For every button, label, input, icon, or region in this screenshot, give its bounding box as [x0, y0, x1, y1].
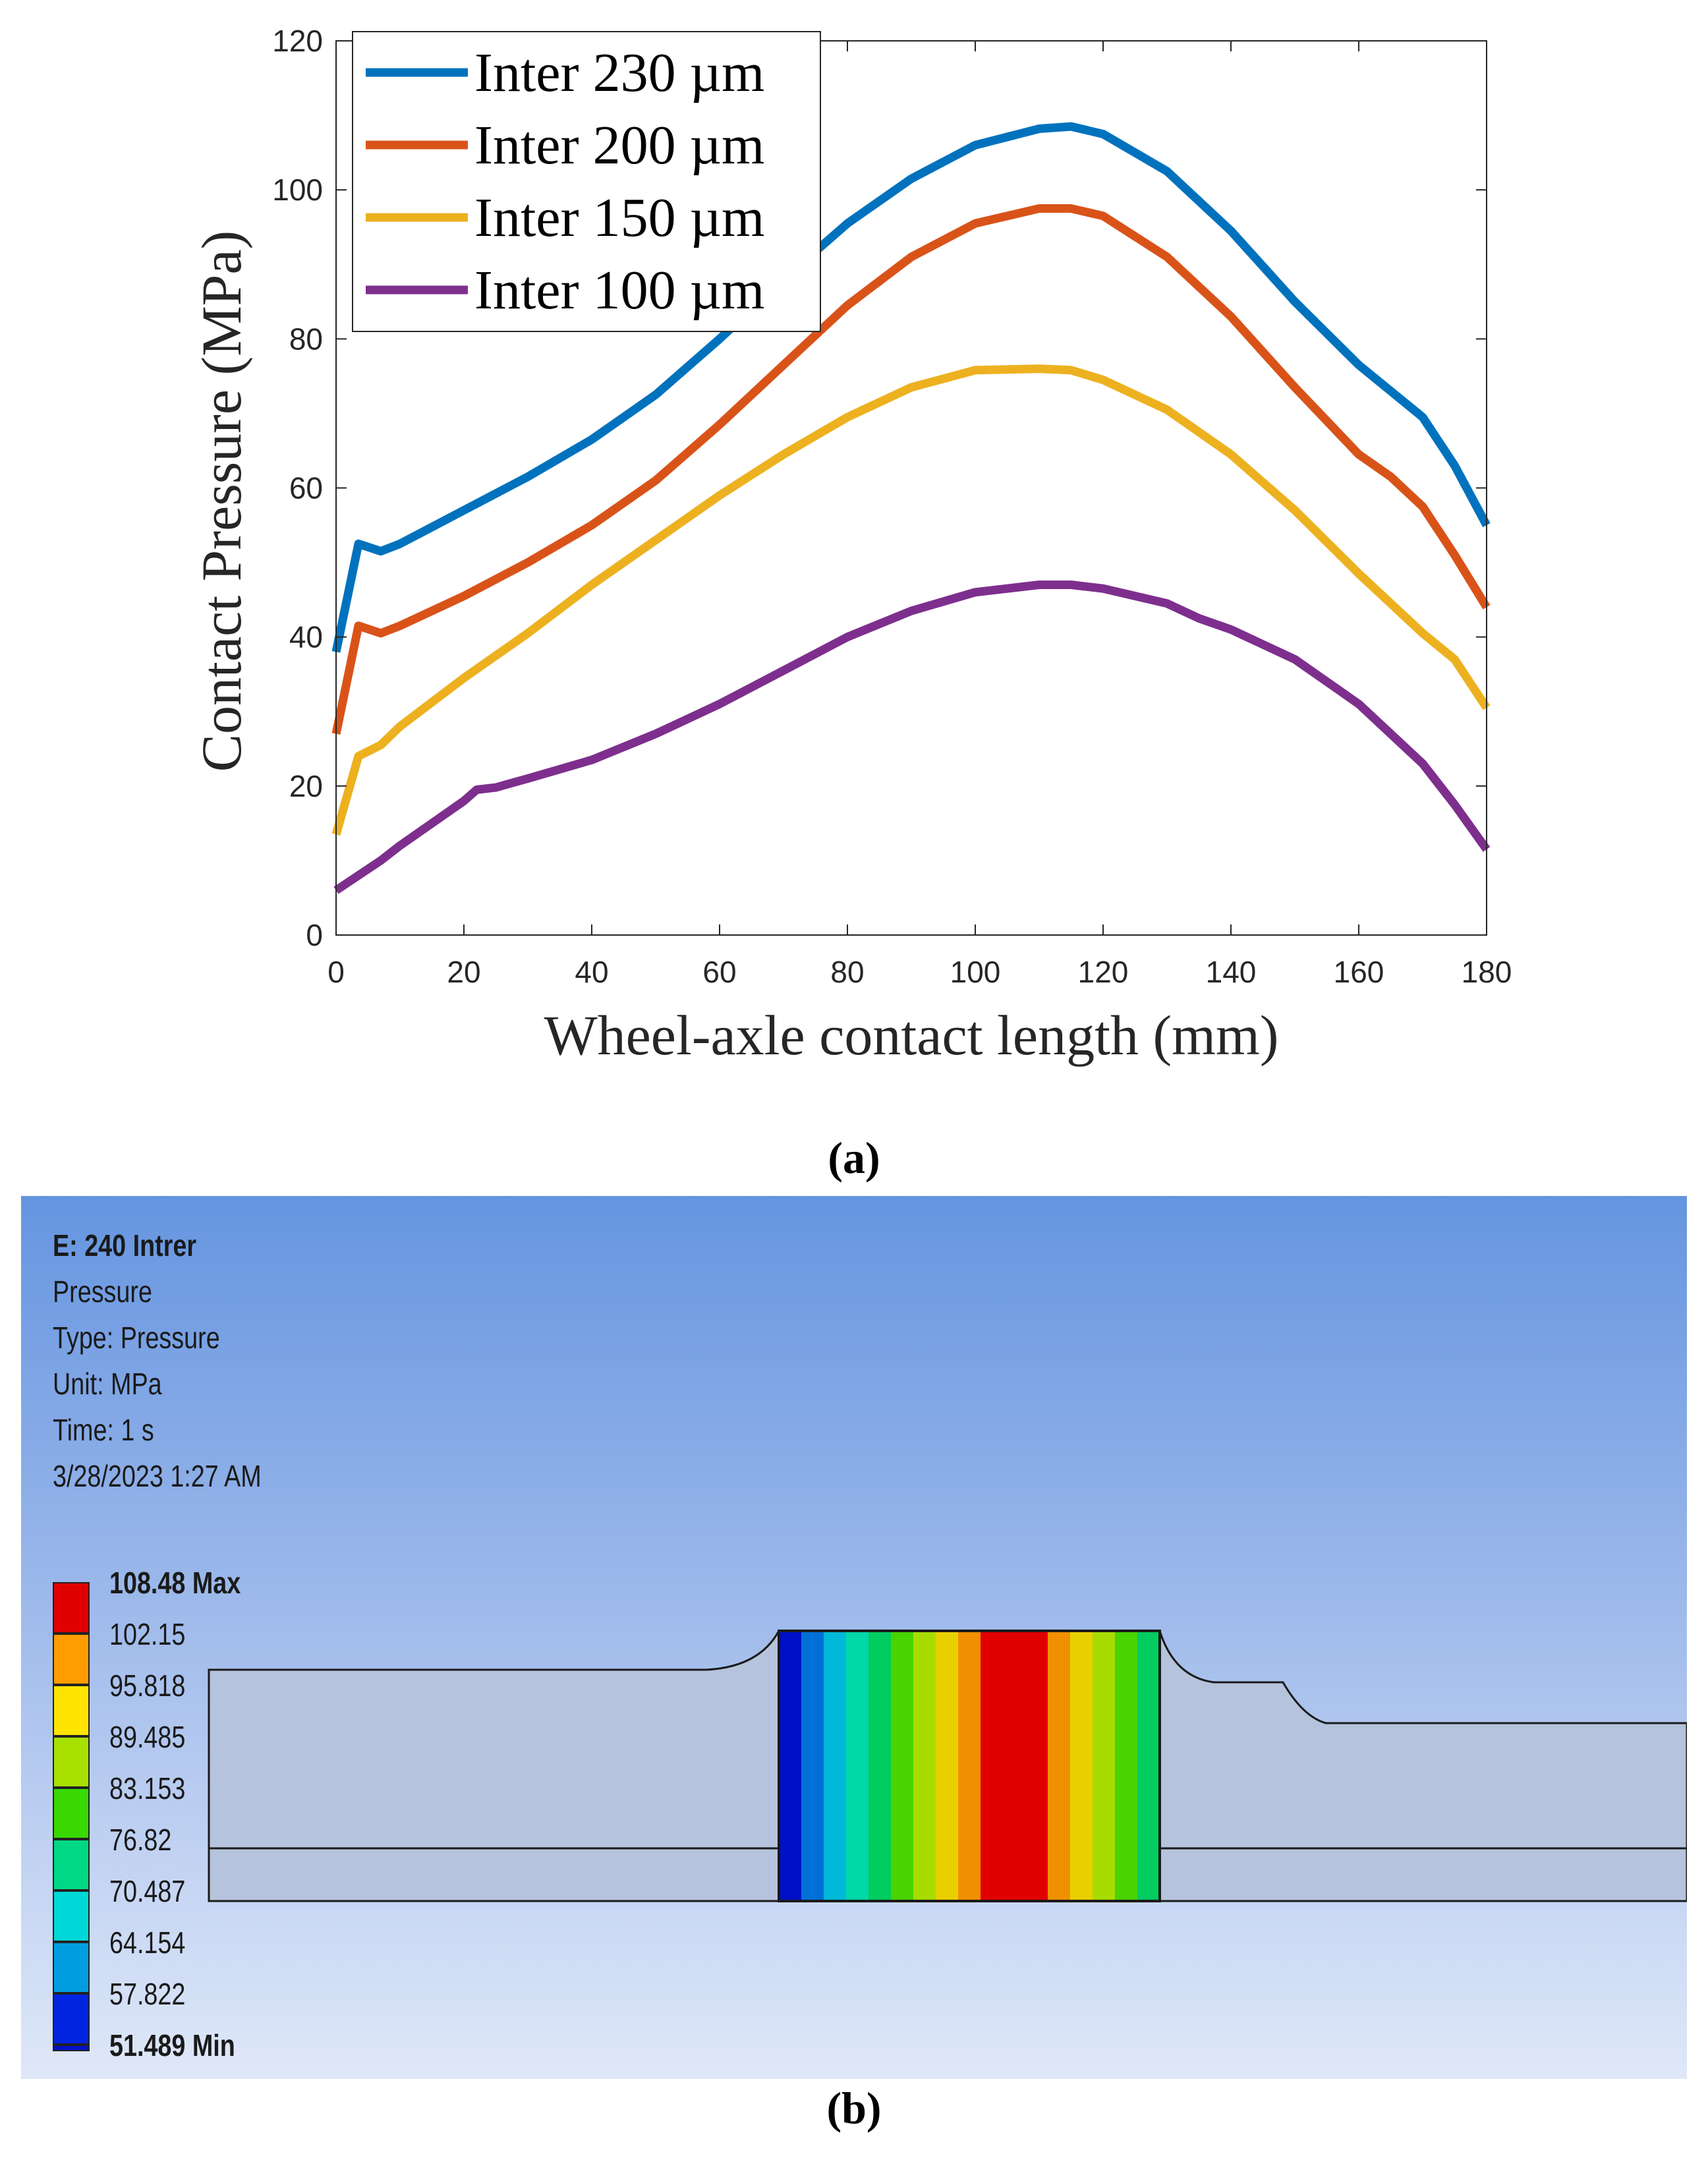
legend-value-label: 51.489 Min [109, 2028, 235, 2062]
contour-band [1003, 1631, 1026, 1901]
fea-time: Time: 1 s [53, 1413, 154, 1447]
legend-value-label: 108.48 Max [109, 1566, 241, 1600]
y-tick-label: 40 [289, 620, 323, 654]
contour-band [1048, 1631, 1071, 1901]
contour-band [1093, 1631, 1116, 1901]
legend-label-2: Inter 200 µm [474, 115, 764, 176]
fea-title: E: 240 Intrer [53, 1228, 197, 1263]
legend-swatch [53, 1736, 90, 1788]
x-tick-label: 140 [1206, 955, 1257, 989]
contact-region-outline [778, 1630, 1161, 1902]
contour-band [1070, 1631, 1093, 1901]
x-tick-label: 160 [1334, 955, 1384, 989]
legend-swatch [53, 1890, 90, 1942]
legend: Inter 230 µm Inter 200 µm Inter 150 µm Inte… [352, 31, 821, 332]
legend-swatch [53, 1634, 90, 1685]
y-tick-label: 80 [289, 322, 323, 356]
legend-swatch [53, 1788, 90, 1839]
legend-value-label: 83.153 [109, 1771, 186, 1805]
x-tick-label: 0 [327, 955, 345, 989]
contour-band [1115, 1631, 1138, 1901]
x-tick-label: 100 [950, 955, 1001, 989]
contour-band [1025, 1631, 1048, 1901]
x-axis-label: Wheel-axle contact length (mm) [544, 1004, 1278, 1067]
shaft-right [1158, 1630, 1687, 1902]
legend-swatch [53, 1685, 90, 1736]
legend-swatch [53, 2045, 90, 2051]
x-tick-label: 180 [1462, 955, 1512, 989]
fea-result-name: Pressure [53, 1274, 152, 1309]
contour-band [913, 1631, 936, 1901]
plot-area [331, 122, 1491, 894]
legend-label-3: Inter 150 µm [474, 187, 764, 248]
x-tick-label: 40 [575, 955, 608, 989]
x-tick-label: 80 [830, 955, 864, 989]
legend-box [352, 31, 821, 332]
legend-label-1: Inter 230 µm [474, 42, 764, 103]
series-line-4 [333, 581, 1491, 894]
contour-band [779, 1631, 802, 1901]
x-tick-label: 60 [702, 955, 736, 989]
series-line-2 [331, 204, 1491, 735]
y-tick-label: 120 [272, 24, 323, 58]
x-tick-label: 120 [1078, 955, 1129, 989]
contour-band [824, 1631, 847, 1901]
contour-band [891, 1631, 914, 1901]
fea-geometry [208, 1630, 1687, 1902]
line-chart: 0 20 40 60 80 100 120 140 160 180 0 20 40 60 80 100 120 W… [190, 24, 1512, 1067]
contour-band [801, 1631, 824, 1901]
x-tick-label: 20 [447, 955, 480, 989]
contour-band [936, 1631, 959, 1901]
contour-band [981, 1631, 1004, 1901]
y-tick-label: 0 [306, 918, 323, 952]
legend-value-label: 95.818 [109, 1668, 186, 1703]
contour-band [958, 1631, 981, 1901]
legend-label-4: Inter 100 µm [474, 260, 764, 321]
legend-swatch [53, 1942, 90, 1993]
y-tick-label: 100 [272, 173, 323, 207]
contour-band [846, 1631, 869, 1901]
fea-pressure-panel: E: 240 Intrer Pressure Type: Pressure Un… [21, 1196, 1687, 2079]
legend-value-label: 102.15 [109, 1617, 186, 1651]
legend-swatch [53, 1582, 90, 1634]
legend-value-label: 70.487 [109, 1874, 186, 1908]
series-line-1 [331, 122, 1491, 653]
series-line-3 [331, 364, 1491, 836]
y-tick-label: 60 [289, 471, 323, 505]
y-tick-label: 20 [289, 769, 323, 803]
fea-date: 3/28/2023 1:27 AM [53, 1459, 262, 1493]
panel-b-label: (b) [826, 2083, 882, 2133]
legend-value-label: 64.154 [109, 1925, 186, 1960]
legend-swatch [53, 1839, 90, 1890]
fea-unit: Unit: MPa [53, 1367, 162, 1401]
fea-type: Type: Pressure [53, 1321, 220, 1355]
shaft-left [208, 1630, 780, 1902]
contour-band [1137, 1631, 1160, 1901]
legend-value-label: 89.485 [109, 1720, 186, 1754]
legend-value-label: 76.82 [109, 1823, 172, 1857]
legend-swatch [53, 1993, 90, 2045]
contour-band [868, 1631, 892, 1901]
axes: 0 20 40 60 80 100 120 140 160 180 0 20 40 60 80 100 120 W… [190, 24, 1512, 1067]
y-axis-label: Contact Pressure (MPa) [190, 231, 253, 772]
legend-value-label: 57.822 [109, 1977, 186, 2011]
panel-a-label: (a) [828, 1133, 880, 1183]
